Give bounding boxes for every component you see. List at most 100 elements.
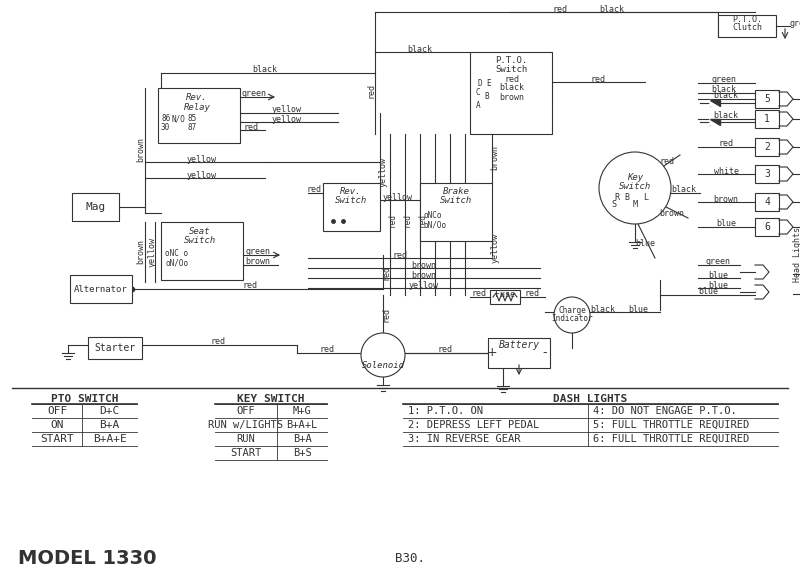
Text: blue: blue: [635, 238, 655, 248]
Text: OFF: OFF: [47, 406, 67, 416]
Bar: [490, 290, 520, 304]
Text: Switch: Switch: [184, 236, 216, 245]
Text: Fuse: Fuse: [495, 290, 515, 299]
Bar: [88, 337, 142, 359]
Text: red: red: [387, 213, 397, 227]
Bar: [718, 15, 776, 37]
Text: OFF: OFF: [237, 406, 255, 416]
Text: oN/Oo: oN/Oo: [165, 258, 188, 267]
Text: B+A: B+A: [99, 420, 120, 430]
Bar: [755, 193, 779, 211]
Text: black: black: [407, 44, 433, 54]
Text: brown: brown: [499, 93, 525, 101]
Text: yellow: yellow: [272, 114, 302, 124]
Polygon shape: [710, 119, 720, 125]
Bar: [755, 165, 779, 183]
Text: blue: blue: [716, 220, 736, 229]
Text: S: S: [611, 200, 617, 209]
Text: D+C: D+C: [99, 406, 120, 416]
Text: 2: 2: [764, 142, 770, 152]
Text: brown: brown: [411, 271, 437, 279]
Text: A: A: [476, 101, 480, 110]
Text: RUN w/LIGHTS: RUN w/LIGHTS: [209, 420, 283, 430]
Text: 3: 3: [764, 169, 770, 179]
Text: red: red: [243, 122, 258, 132]
Text: red: red: [471, 290, 486, 298]
Text: red: red: [590, 75, 606, 83]
Text: yellow: yellow: [272, 106, 302, 114]
Text: Rev.: Rev.: [340, 187, 362, 196]
Text: black: black: [714, 92, 738, 100]
Text: Seat: Seat: [190, 227, 210, 236]
Text: Battery: Battery: [498, 340, 539, 350]
Text: brown: brown: [490, 146, 499, 170]
Text: Clutch: Clutch: [732, 23, 762, 32]
Text: blue: blue: [698, 287, 718, 297]
Text: 86: 86: [162, 114, 170, 123]
Circle shape: [554, 297, 590, 333]
Text: Key: Key: [627, 173, 643, 182]
Bar: [72, 193, 119, 221]
Text: B30.: B30.: [395, 552, 425, 564]
Text: brown: brown: [137, 138, 146, 163]
Text: white: white: [714, 167, 738, 175]
Text: 4: DO NOT ENGAGE P.T.O.: 4: DO NOT ENGAGE P.T.O.: [593, 406, 737, 416]
Text: Head Lights: Head Lights: [793, 227, 800, 282]
Text: black: black: [499, 83, 525, 93]
Text: RUN: RUN: [237, 434, 255, 444]
Text: E: E: [486, 79, 491, 88]
Text: Charge: Charge: [558, 306, 586, 315]
Bar: [158, 88, 240, 143]
Bar: [755, 90, 779, 108]
Text: Switch: Switch: [495, 65, 527, 74]
Text: 1: 1: [764, 114, 770, 124]
Text: M: M: [633, 200, 638, 209]
Circle shape: [361, 333, 405, 377]
Bar: [755, 138, 779, 156]
Text: yellow: yellow: [490, 233, 499, 263]
Polygon shape: [710, 100, 720, 106]
Text: blue: blue: [628, 304, 648, 314]
Text: 87: 87: [187, 123, 197, 132]
Bar: [161, 222, 243, 280]
Text: black: black: [714, 111, 738, 121]
Text: yellow: yellow: [378, 157, 387, 187]
Text: 6: FULL THROTTLE REQUIRED: 6: FULL THROTTLE REQUIRED: [593, 434, 750, 444]
Text: black: black: [671, 185, 697, 195]
Text: black: black: [711, 86, 737, 94]
Text: 1: P.T.O. ON: 1: P.T.O. ON: [408, 406, 483, 416]
Text: yellow: yellow: [187, 154, 217, 163]
Text: START: START: [230, 448, 262, 458]
Bar: [755, 218, 779, 236]
Text: P.T.O.: P.T.O.: [495, 56, 527, 65]
Text: black: black: [253, 65, 278, 75]
Text: brown: brown: [659, 209, 685, 217]
Text: PTO SWITCH: PTO SWITCH: [50, 394, 118, 404]
Text: yellow: yellow: [147, 237, 157, 267]
Text: red: red: [210, 338, 226, 346]
Text: red: red: [382, 307, 390, 321]
Circle shape: [599, 152, 671, 224]
Text: red: red: [366, 83, 375, 97]
Text: Switch: Switch: [335, 196, 367, 205]
Text: 6: 6: [764, 222, 770, 232]
Text: red: red: [319, 346, 334, 354]
Text: Starter: Starter: [94, 343, 135, 353]
Text: blue: blue: [708, 271, 728, 279]
Bar: [420, 183, 492, 241]
Text: red: red: [418, 213, 426, 227]
Text: brown: brown: [411, 261, 437, 269]
Text: green: green: [246, 248, 270, 257]
Text: 5: 5: [764, 94, 770, 104]
Text: B: B: [625, 193, 630, 202]
Text: black: black: [599, 5, 625, 13]
Text: red: red: [382, 265, 390, 279]
Text: KEY SWITCH: KEY SWITCH: [238, 394, 305, 404]
Text: D: D: [478, 79, 482, 88]
Text: Switch: Switch: [619, 182, 651, 191]
Text: R: R: [614, 193, 619, 202]
Text: black: black: [590, 304, 615, 314]
Text: brown: brown: [714, 195, 738, 203]
Text: Solenoid: Solenoid: [362, 361, 405, 370]
Text: brown: brown: [246, 258, 270, 266]
